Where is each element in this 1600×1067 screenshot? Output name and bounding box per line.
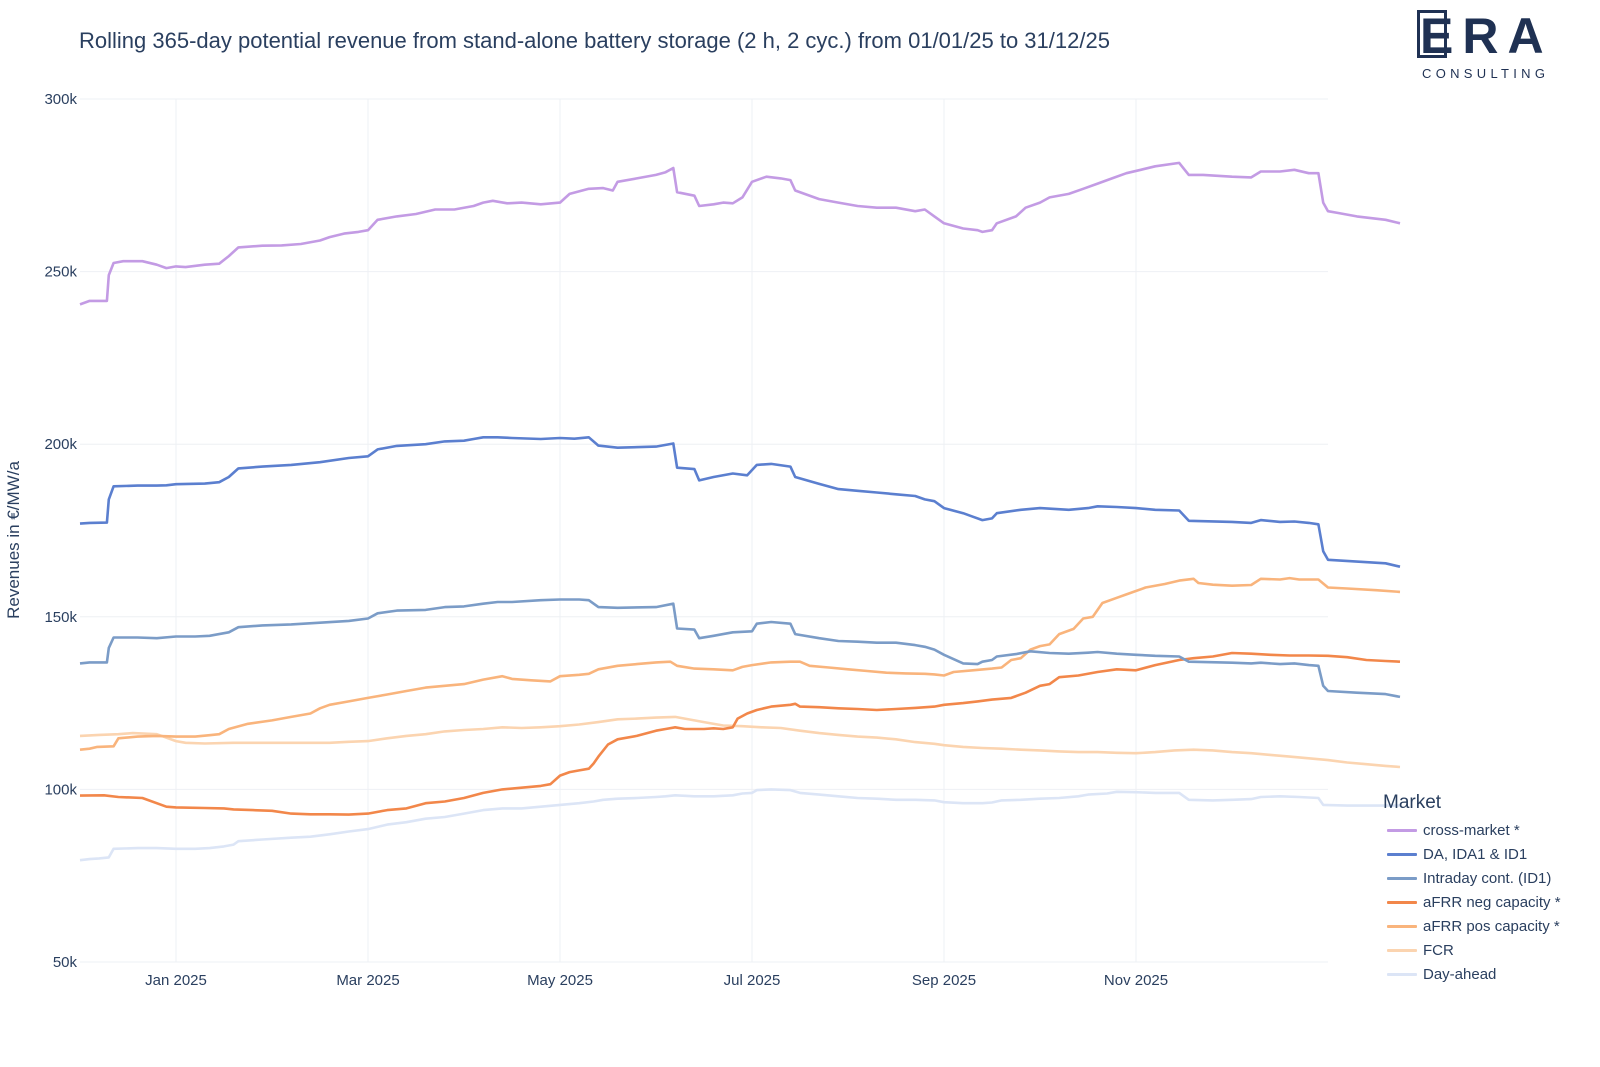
series-line-intraday-cont-id1[interactable] [79,598,1401,699]
series-line-afrr-pos-capacity[interactable] [79,576,1401,751]
y-axis-ticks: 50k 100k 150k 200k 250k 300k [44,91,77,971]
y-tick-label: 150k [44,609,77,626]
legend-swatch-icon [1387,972,1417,976]
logo-box-icon [1417,10,1447,58]
legend-items: cross-market * DA, IDA1 & ID1 Intraday con… [1383,818,1561,986]
series-line-day-ahead[interactable] [79,788,1400,862]
legend-label: FCR [1423,941,1454,959]
legend-item[interactable]: FCR [1383,938,1561,962]
legend-item[interactable]: DA, IDA1 & ID1 [1383,842,1561,866]
x-tick-label: Jan 2025 [145,972,207,989]
y-tick-label: 100k [44,781,77,798]
y-axis-title: Revenues in €/MW/a [4,461,23,619]
legend-label: Day-ahead [1423,965,1497,983]
x-tick-label: Mar 2025 [336,972,399,989]
legend-swatch-icon [1387,828,1417,832]
y-tick-label: 200k [44,436,77,453]
legend-item[interactable]: aFRR neg capacity * [1383,890,1561,914]
x-tick-label: Nov 2025 [1104,972,1168,989]
era-logo: ERA CONSULTING [1417,8,1570,85]
logo-sub: CONSULTING [1422,66,1550,81]
legend-swatch-icon [1387,876,1417,880]
legend-label: aFRR pos capacity * [1423,917,1560,935]
legend-swatch-icon [1387,852,1417,856]
legend-item[interactable]: cross-market * [1383,818,1561,842]
x-axis-ticks: Jan 2025 Mar 2025 May 2025 Jul 2025 Sep 2025… [145,972,1168,989]
gridlines [80,98,1328,963]
legend-title: Market [1383,792,1442,813]
series-line-afrr-neg-capacity[interactable] [79,651,1401,816]
y-tick-label: 50k [53,954,78,971]
x-tick-label: Jul 2025 [724,972,781,989]
series-line-fcr[interactable] [79,715,1401,769]
legend-item[interactable]: Intraday cont. (ID1) [1383,866,1561,890]
legend: Market cross-market * DA, IDA1 & ID1 Intra… [1383,792,1561,986]
series-layer [79,161,1401,862]
x-tick-label: May 2025 [527,972,593,989]
legend-label: aFRR neg capacity * [1423,893,1561,911]
legend-swatch-icon [1387,900,1417,904]
legend-swatch-icon [1387,924,1417,928]
y-tick-label: 300k [44,91,77,108]
logo-word: ERA [1420,8,1553,64]
series-line-da-ida1-id1[interactable] [79,435,1401,568]
series-line-cross-market[interactable] [79,161,1401,306]
legend-label: Intraday cont. (ID1) [1423,869,1552,887]
legend-item[interactable]: Day-ahead [1383,962,1561,986]
y-tick-label: 250k [44,264,77,281]
legend-swatch-icon [1387,948,1417,952]
chart-title: Rolling 365-day potential revenue from s… [79,28,1110,53]
legend-label: DA, IDA1 & ID1 [1423,845,1528,863]
x-tick-label: Sep 2025 [912,972,976,989]
legend-item[interactable]: aFRR pos capacity * [1383,914,1561,938]
legend-label: cross-market * [1423,821,1520,839]
